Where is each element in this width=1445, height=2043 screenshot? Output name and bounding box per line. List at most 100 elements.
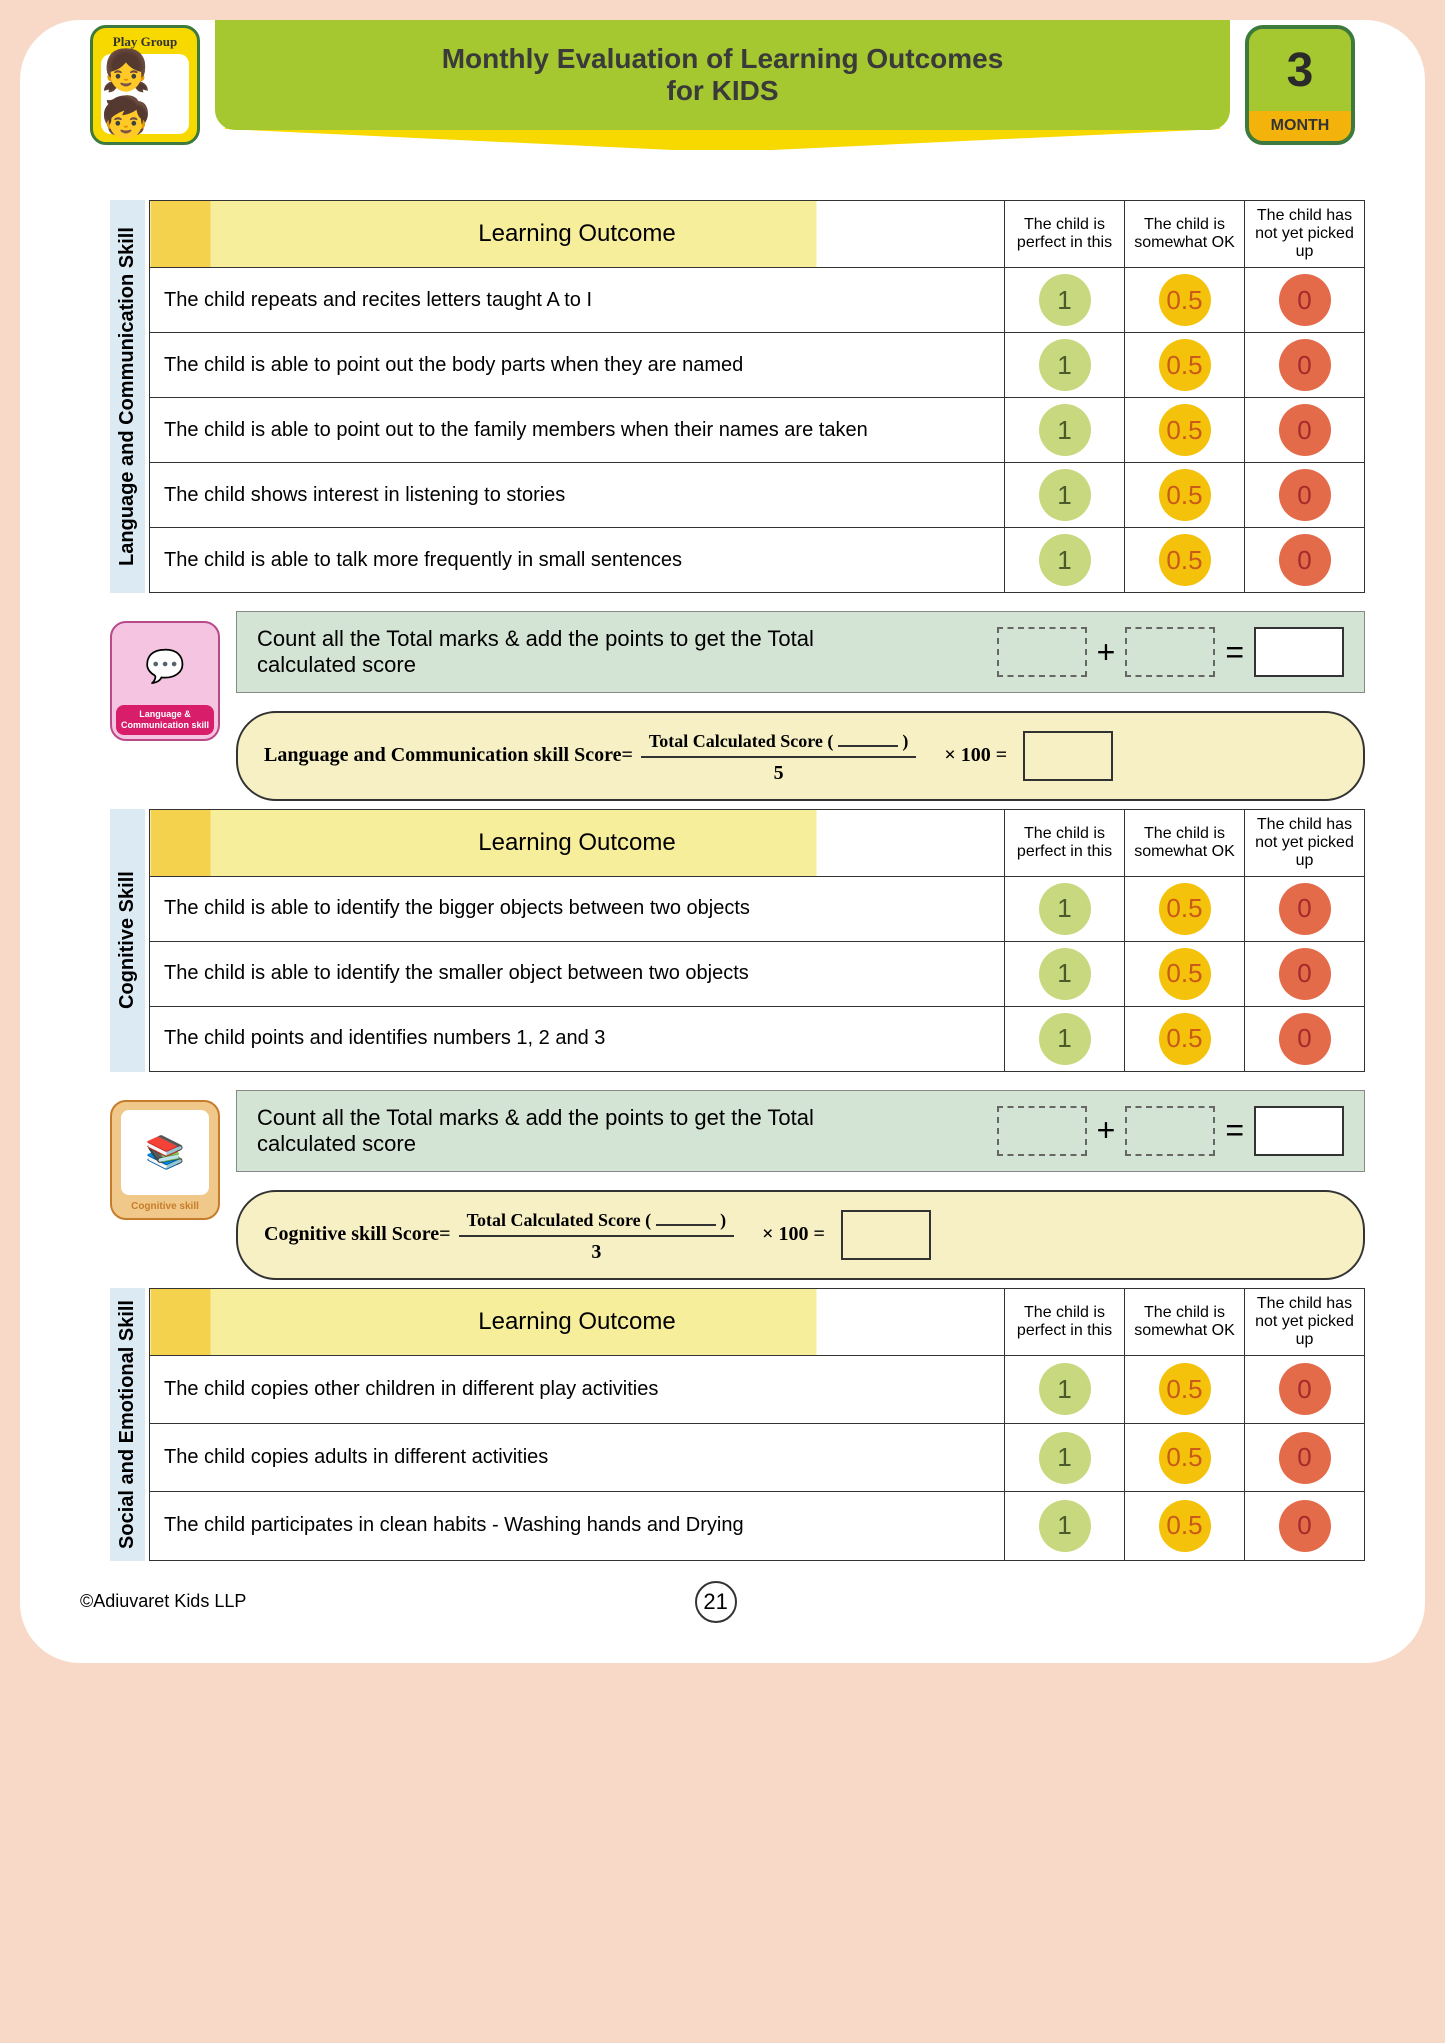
table-row: The child shows interest in listening to… (150, 463, 1365, 528)
equals-sign: = (1225, 634, 1244, 671)
total-instruction-box: Count all the Total marks & add the poin… (236, 611, 1365, 693)
score-notyet-cell[interactable]: 0 (1245, 1423, 1365, 1491)
score-perfect-cell[interactable]: 1 (1005, 876, 1125, 941)
col-somewhat: The child is somewhat OK (1125, 1288, 1245, 1355)
score-circle-0: 0 (1279, 274, 1331, 326)
title-line1: Monthly Evaluation of Learning Outcomes (442, 43, 1004, 75)
score-circle-0: 0 (1279, 469, 1331, 521)
calc-boxes: Count all the Total marks & add the poin… (236, 1090, 1365, 1280)
total-calc: + = (997, 1106, 1344, 1156)
playgroup-icon: 👧🧒 (101, 54, 189, 134)
skill-icon-cog: 📚 Cognitive skill (110, 1100, 220, 1220)
score-perfect-cell[interactable]: 1 (1005, 398, 1125, 463)
formula-label: Language and Communication skill Score= (264, 744, 633, 767)
result-box[interactable] (1254, 627, 1344, 677)
section-cog: Cognitive Skill Learning Outcome The chi… (110, 809, 1365, 1072)
score-somewhat-cell[interactable]: 0.5 (1125, 1492, 1245, 1560)
skill-icon-lang: 💬 Language & Communication skill (110, 621, 220, 741)
score-somewhat-cell[interactable]: 0.5 (1125, 941, 1245, 1006)
formula-label: Cognitive skill Score= (264, 1223, 451, 1246)
score-notyet-cell[interactable]: 0 (1245, 876, 1365, 941)
score-circle-1: 1 (1039, 339, 1091, 391)
fraction: Total Calculated Score ( ) 3 (459, 1206, 735, 1264)
score-somewhat-cell[interactable]: 0.5 (1125, 463, 1245, 528)
score-notyet-cell[interactable]: 0 (1245, 528, 1365, 593)
blank-line[interactable] (838, 727, 898, 747)
score-circle-0: 0 (1279, 1500, 1331, 1552)
score-notyet-cell[interactable]: 0 (1245, 333, 1365, 398)
score-formula-lang: Language and Communication skill Score= … (236, 711, 1365, 801)
score-somewhat-cell[interactable]: 0.5 (1125, 268, 1245, 333)
score-perfect-cell[interactable]: 1 (1005, 1355, 1125, 1423)
blank-line[interactable] (656, 1206, 716, 1226)
col-outcome: Learning Outcome (150, 809, 1005, 876)
page-number: 21 (695, 1581, 737, 1623)
score-somewhat-cell[interactable]: 0.5 (1125, 1355, 1245, 1423)
final-score-box[interactable] (1023, 731, 1113, 781)
outcome-text: The child participates in clean habits -… (150, 1492, 1005, 1560)
result-box[interactable] (1254, 1106, 1344, 1156)
table-row: The child participates in clean habits -… (150, 1492, 1365, 1560)
score-perfect-cell[interactable]: 1 (1005, 1492, 1125, 1560)
input-box[interactable] (1125, 1106, 1215, 1156)
score-notyet-cell[interactable]: 0 (1245, 268, 1365, 333)
score-circle-1: 1 (1039, 1013, 1091, 1065)
fraction: Total Calculated Score ( ) 5 (641, 727, 917, 785)
title-banner: Monthly Evaluation of Learning Outcomes … (215, 20, 1230, 130)
score-perfect-cell[interactable]: 1 (1005, 528, 1125, 593)
table-row: The child repeats and recites letters ta… (150, 268, 1365, 333)
score-notyet-cell[interactable]: 0 (1245, 1006, 1365, 1071)
score-somewhat-cell[interactable]: 0.5 (1125, 398, 1245, 463)
score-circle-05: 0.5 (1159, 339, 1211, 391)
footer: ©Adiuvaret Kids LLP 21 (50, 1581, 1395, 1623)
score-circle-0: 0 (1279, 1013, 1331, 1065)
input-box[interactable] (997, 1106, 1087, 1156)
input-box[interactable] (997, 627, 1087, 677)
score-perfect-cell[interactable]: 1 (1005, 1006, 1125, 1071)
score-somewhat-cell[interactable]: 0.5 (1125, 876, 1245, 941)
final-score-box[interactable] (841, 1210, 931, 1260)
score-notyet-cell[interactable]: 0 (1245, 1355, 1365, 1423)
score-notyet-cell[interactable]: 0 (1245, 941, 1365, 1006)
playgroup-badge: Play Group 👧🧒 (90, 25, 200, 145)
score-notyet-cell[interactable]: 0 (1245, 1492, 1365, 1560)
score-perfect-cell[interactable]: 1 (1005, 268, 1125, 333)
score-circle-0: 0 (1279, 1363, 1331, 1415)
outcome-text: The child copies other children in diffe… (150, 1355, 1005, 1423)
score-circle-0: 0 (1279, 404, 1331, 456)
col-somewhat: The child is somewhat OK (1125, 201, 1245, 268)
score-circle-05: 0.5 (1159, 274, 1211, 326)
score-somewhat-cell[interactable]: 0.5 (1125, 1006, 1245, 1071)
table-row: The child is able to talk more frequentl… (150, 528, 1365, 593)
score-notyet-cell[interactable]: 0 (1245, 463, 1365, 528)
table-row: The child is able to identify the bigger… (150, 876, 1365, 941)
total-instruction: Count all the Total marks & add the poin… (257, 626, 855, 678)
score-perfect-cell[interactable]: 1 (1005, 333, 1125, 398)
outcome-text: The child is able to identify the smalle… (150, 941, 1005, 1006)
col-somewhat: The child is somewhat OK (1125, 809, 1245, 876)
section-lang: Language and Communication Skill Learnin… (110, 200, 1365, 593)
score-perfect-cell[interactable]: 1 (1005, 1423, 1125, 1491)
fraction-divisor: 3 (591, 1237, 601, 1264)
score-perfect-cell[interactable]: 1 (1005, 463, 1125, 528)
score-somewhat-cell[interactable]: 0.5 (1125, 333, 1245, 398)
section-label-social: Social and Emotional Skill (110, 1288, 145, 1561)
month-label: MONTH (1271, 111, 1330, 141)
table-row: The child is able to point out to the fa… (150, 398, 1365, 463)
outcome-text: The child points and identifies numbers … (150, 1006, 1005, 1071)
score-somewhat-cell[interactable]: 0.5 (1125, 528, 1245, 593)
outcome-text: The child is able to point out to the fa… (150, 398, 1005, 463)
col-notyet: The child has not yet picked up (1245, 1288, 1365, 1355)
score-somewhat-cell[interactable]: 0.5 (1125, 1423, 1245, 1491)
plus-sign: + (1097, 634, 1116, 671)
table-row: The child points and identifies numbers … (150, 1006, 1365, 1071)
times-100: × 100 = (762, 1223, 825, 1246)
fraction-top: Total Calculated Score ( ) (641, 727, 917, 758)
score-circle-0: 0 (1279, 339, 1331, 391)
score-notyet-cell[interactable]: 0 (1245, 398, 1365, 463)
input-box[interactable] (1125, 627, 1215, 677)
score-perfect-cell[interactable]: 1 (1005, 941, 1125, 1006)
page-number-wrap: 21 (246, 1581, 1185, 1623)
fraction-divisor: 5 (774, 758, 784, 785)
outcome-table: Learning Outcome The child is perfect in… (149, 200, 1365, 593)
